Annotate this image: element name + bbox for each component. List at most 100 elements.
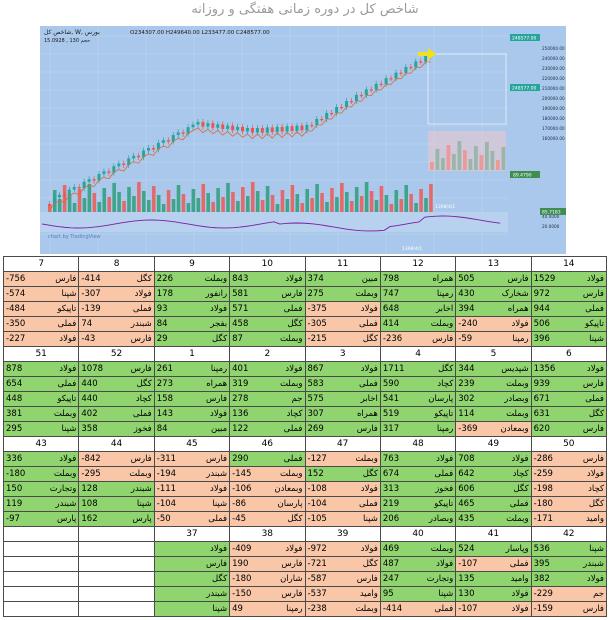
candle-body	[414, 61, 418, 68]
candle-body	[132, 155, 136, 159]
stock-symbol: فملی	[434, 603, 454, 614]
stock-cell: رمپنا -59	[455, 331, 532, 347]
stock-symbol: فولاد	[511, 603, 529, 614]
stock-value: 395	[533, 558, 550, 569]
stock-symbol: فولاد	[360, 303, 378, 314]
index-chart[interactable]: شاخص کل, W, بورس O234307.00 H249640.00 L2…	[40, 26, 566, 254]
week-number: 47	[304, 436, 381, 452]
volume-bar	[305, 189, 309, 212]
stock-cell: کگل 458	[229, 316, 306, 332]
volume-bar	[379, 186, 384, 212]
stock-value: -311	[156, 453, 177, 464]
stock-symbol: شاران	[280, 573, 303, 584]
stock-cell: وبمعادن -369	[455, 421, 532, 437]
stock-cell: تاپیکو 219	[379, 496, 457, 512]
stock-value: -97	[6, 513, 20, 524]
stock-value: 295	[6, 423, 23, 434]
volume-bar	[137, 182, 141, 212]
stock-cell: رمپنا 261	[153, 361, 231, 377]
stock-value: 275	[307, 288, 324, 299]
volume-bar	[429, 184, 433, 212]
stock-cell: وبملت -180	[2, 466, 80, 482]
stock-value: -43	[81, 333, 96, 344]
volume-bar	[127, 187, 131, 212]
stock-cell: فارس 939	[530, 376, 608, 392]
week-number: 14	[530, 256, 608, 272]
week-number: 11	[304, 256, 381, 272]
stock-value: -409	[232, 543, 252, 554]
stock-symbol: وبملت	[355, 453, 378, 464]
stock-value: 136	[232, 408, 249, 419]
volume-bar	[369, 191, 374, 212]
y-axis-label: 230000.00	[542, 66, 565, 71]
candle-body	[62, 194, 66, 197]
stock-value: 1356	[533, 363, 556, 374]
stock-symbol: شپدیس	[501, 363, 529, 374]
candle-body	[161, 140, 165, 143]
stock-symbol: رمپنا	[286, 603, 303, 614]
candle-body	[409, 67, 413, 69]
stock-value: 648	[382, 303, 400, 314]
stock-cell: کگل 631	[530, 406, 608, 422]
stock-value: 620	[533, 423, 550, 434]
stock-value: 130	[458, 588, 475, 599]
stock-symbol: فولاد	[511, 318, 529, 329]
chart-canvas[interactable]: شاخص کل, W, بورس O234307.00 H249640.00 L2…	[40, 26, 566, 254]
stock-value: 302	[458, 393, 475, 404]
table-row: پارس -97 پارس 162 فملی -50 کگل -45 شپنا -105 وبصاد…	[2, 511, 608, 527]
stock-symbol: فولاد	[285, 363, 303, 374]
volume-bar	[265, 186, 270, 212]
stock-cell: فملی -414	[379, 601, 457, 617]
stock-cell: فخوز 313	[379, 481, 457, 497]
stock-cell: شبندر 119	[2, 496, 80, 512]
stock-value: 269	[307, 423, 324, 434]
stock-cell: پارسان -86	[229, 496, 306, 512]
stock-symbol: فارس	[130, 363, 152, 374]
stock-cell: فملی 583	[304, 376, 381, 392]
stock-value: 278	[232, 393, 249, 404]
stock-cell: تاپیکو 448	[2, 391, 80, 407]
candle-body	[399, 72, 403, 74]
candle-body	[379, 83, 383, 85]
stock-symbol: وبملت	[506, 408, 529, 419]
stock-symbol: وبملت	[506, 378, 529, 389]
stock-cell: جم -229	[530, 586, 608, 602]
volume-bar	[354, 187, 359, 212]
stock-symbol: فملی	[208, 513, 228, 524]
stock-cell: فملی 122	[229, 421, 306, 437]
stock-cell: فارس	[153, 556, 231, 572]
stock-symbol: همراه	[432, 273, 454, 284]
volume-bar	[315, 184, 319, 212]
stock-cell: وبملت 226	[153, 271, 231, 287]
stock-symbol: وبمعادن	[500, 423, 529, 434]
stock-symbol: کچاد	[437, 378, 454, 389]
stock-value: 261	[156, 363, 173, 374]
candle-body	[231, 125, 235, 131]
volume-bar	[384, 195, 389, 212]
stock-cell: کگل -414	[78, 271, 155, 287]
stock-value: 541	[382, 393, 400, 404]
stock-cell: بفجر 84	[153, 316, 231, 332]
candle-body	[142, 150, 146, 158]
stock-value: 381	[6, 408, 23, 419]
candle-body	[102, 171, 106, 174]
volume-bar	[285, 199, 290, 212]
volume-bar	[325, 202, 329, 212]
y-axis-label: 170000.00	[542, 126, 565, 131]
candle-body	[52, 197, 56, 204]
stock-value: -414	[382, 603, 403, 614]
week-number: 37	[153, 526, 231, 542]
stock-cell: فولاد 336	[2, 451, 80, 467]
stock-cell	[2, 601, 80, 617]
stock-symbol: وبملت	[355, 603, 378, 614]
volume-bar	[295, 194, 300, 212]
stock-symbol: فولاد	[210, 303, 228, 314]
stock-cell: کچاد 642	[455, 466, 532, 482]
stock-value: -198	[533, 483, 553, 494]
stock-value: 87	[232, 333, 243, 344]
stock-value: -350	[6, 318, 26, 329]
stock-cell: فارس 581	[229, 286, 306, 302]
stock-symbol: کگل	[211, 573, 228, 584]
stock-symbol: فولاد	[360, 363, 378, 374]
stock-cell: فولاد -307	[78, 286, 155, 302]
